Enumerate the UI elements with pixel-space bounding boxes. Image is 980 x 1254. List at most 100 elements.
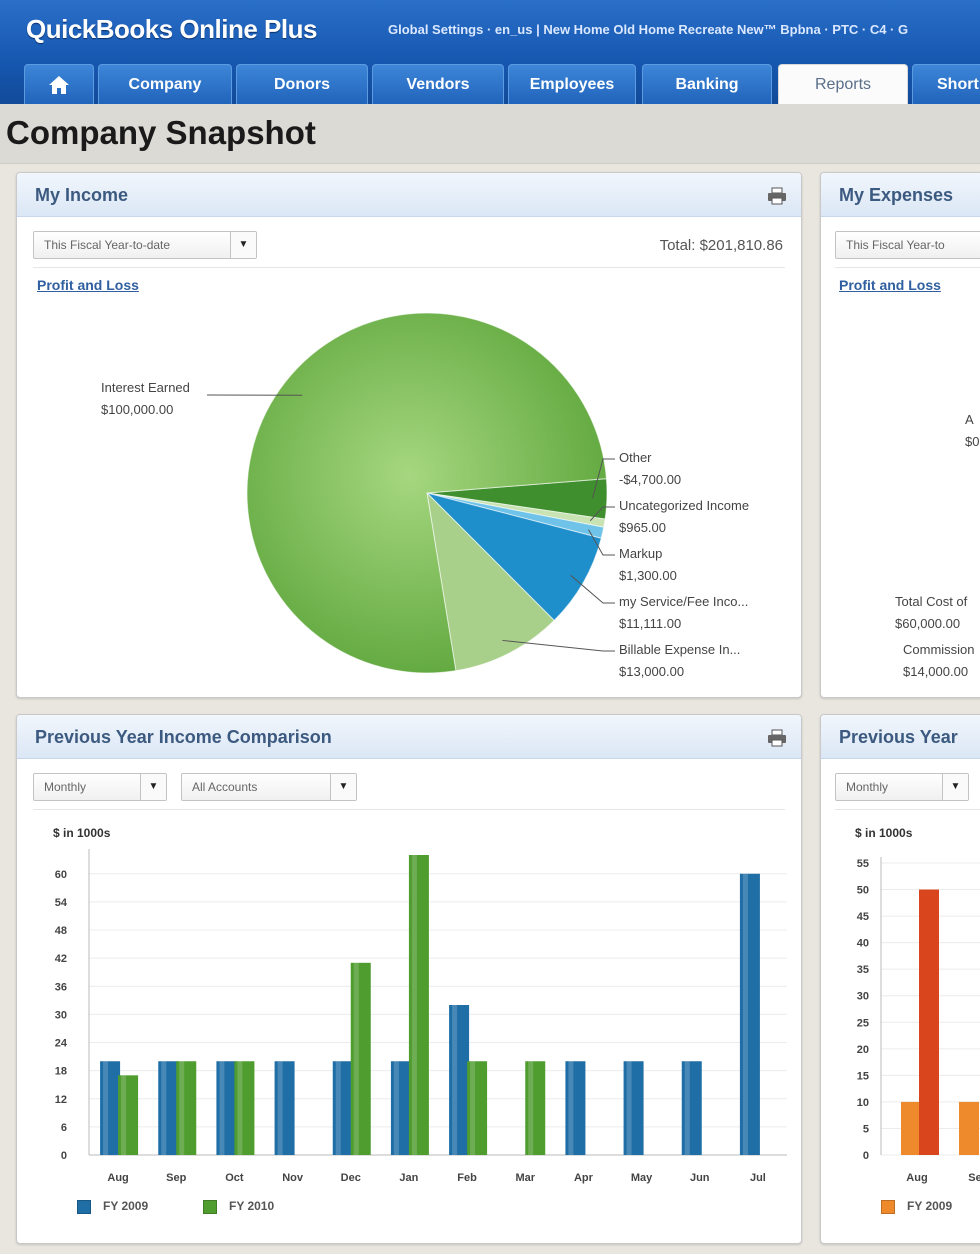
y-tick-label: 30 <box>857 991 869 1003</box>
tab-vendors[interactable]: Vendors <box>372 64 504 104</box>
print-icon[interactable] <box>767 729 787 747</box>
previous-year-chart-right: $ in 1000s 0 5 10 15 20 25 30 35 40 45 50 55 Aug Se <box>855 826 980 1184</box>
y-tick-label: 6 <box>61 1122 67 1134</box>
x-tick-label: Jul <box>750 1172 766 1184</box>
bar-highlight <box>393 1061 399 1155</box>
bar-fy-2010-jan <box>408 855 429 1155</box>
tab-donors[interactable]: Donors <box>236 64 368 104</box>
panel-title: Previous Year <box>839 727 958 747</box>
y-tick-label: 20 <box>857 1044 869 1056</box>
bar-fy-2010-feb <box>467 1061 488 1155</box>
y-tick-label: 36 <box>55 981 67 993</box>
right-period-value: Monthly <box>846 780 889 794</box>
y-tick-label: 0 <box>61 1150 67 1162</box>
panel-header: My Income <box>17 173 801 217</box>
my-expenses-panel: My Expenses This Fiscal Year-to Profit a… <box>820 172 980 698</box>
tab-company[interactable]: Company <box>98 64 232 104</box>
pie-leader-line <box>588 529 615 556</box>
x-tick-label: Oct <box>225 1172 244 1184</box>
bar-fy-2009-jan <box>390 1061 411 1155</box>
chevron-down-icon: ▼ <box>230 232 256 258</box>
pie-slice <box>426 492 606 528</box>
bar-highlight <box>626 1061 632 1155</box>
legend-swatch <box>881 1199 895 1214</box>
chevron-down-icon: ▼ <box>942 774 968 800</box>
comparison-period-select[interactable]: Monthly ▼ <box>33 773 167 801</box>
tab-employees[interactable]: Employees <box>508 64 636 104</box>
bar-highlight <box>470 1061 476 1155</box>
pie-leader-line <box>570 574 615 604</box>
bar-highlight <box>103 1061 109 1155</box>
y-tick-label: 40 <box>857 938 869 950</box>
bar-fy-2010-mar <box>525 1061 546 1155</box>
tab-reports[interactable]: Reports <box>778 64 908 104</box>
divider <box>835 809 980 810</box>
y-tick-label: 45 <box>857 911 869 923</box>
panel-header: Previous Year Income Comparison <box>17 715 801 759</box>
bar-right-se-0 <box>959 1101 979 1155</box>
top-links[interactable]: Global Settings · en_us | New Home Old H… <box>388 22 909 37</box>
pie-label-other: Other -$4,700.00 <box>619 450 682 487</box>
my-income-panel: My Income This Fiscal Year-to-date ▼ Tot… <box>16 172 802 698</box>
bar-right-aug-1 <box>919 889 939 1155</box>
y-tick-label: 48 <box>55 925 67 937</box>
main-nav-tabs: Company Donors Vendors Employees Banking… <box>24 64 980 104</box>
y-tick-label: 12 <box>55 1094 67 1106</box>
x-tick-label: Nov <box>282 1172 304 1184</box>
income-period-select[interactable]: This Fiscal Year-to-date ▼ <box>33 231 257 259</box>
bar-fy-2010-oct <box>234 1061 255 1155</box>
x-tick-label: Apr <box>574 1172 594 1184</box>
bar-highlight <box>121 1075 127 1155</box>
bar-highlight <box>452 1005 458 1155</box>
app-header: QuickBooks Online Plus Global Settings ·… <box>0 0 980 104</box>
pie-leader-line <box>592 458 615 499</box>
panel-header: My Expenses <box>821 173 980 217</box>
income-comparison-chart: $ in 1000s 0 6 12 18 24 30 36 42 48 54 60 Aug Sep Oct N… <box>53 826 787 1184</box>
right-period-select[interactable]: Monthly ▼ <box>835 773 969 801</box>
bar-fy-2009-jul <box>739 873 760 1155</box>
expense-label-total-cost: Total Cost of $60,000.00 <box>895 594 968 631</box>
y-tick-label: 54 <box>55 897 68 909</box>
tab-home[interactable] <box>24 64 94 104</box>
x-tick-label: Dec <box>341 1172 361 1184</box>
print-icon[interactable] <box>767 187 787 205</box>
x-tick-label: Jun <box>690 1172 710 1184</box>
y-tick-label: 60 <box>55 869 67 881</box>
bar-fy-2010-sep <box>176 1061 197 1155</box>
expenses-period-select[interactable]: This Fiscal Year-to <box>835 231 980 259</box>
divider <box>835 267 980 268</box>
legend-fy-2010: FY 2010 <box>203 1199 274 1214</box>
tab-shortcuts[interactable]: Short <box>912 64 980 104</box>
panel-title: My Income <box>35 185 129 205</box>
y-tick-label: 30 <box>55 1009 67 1021</box>
income-period-value: This Fiscal Year-to-date <box>44 238 171 252</box>
x-tick-label: Aug <box>107 1172 128 1184</box>
bar-fy-2009-may <box>623 1061 644 1155</box>
comparison-accounts-value: All Accounts <box>192 780 258 794</box>
bar-highlight <box>179 1061 185 1155</box>
pie-label-interest-earned: Interest Earned $100,000.00 <box>101 380 190 417</box>
bar-highlight <box>219 1061 225 1155</box>
y-tick-label: 35 <box>857 964 869 976</box>
x-tick-label: Sep <box>166 1172 186 1184</box>
divider <box>33 809 785 810</box>
comparison-accounts-select[interactable]: All Accounts ▼ <box>181 773 357 801</box>
legend-fy-2009: FY 2009 <box>881 1199 952 1214</box>
pie-label-markup: Markup $1,300.00 <box>619 546 677 583</box>
bar-highlight <box>335 1061 341 1155</box>
y-tick-label: 18 <box>55 1066 67 1078</box>
pie-slice <box>425 492 602 622</box>
pie-slice <box>426 491 555 672</box>
profit-and-loss-link[interactable]: Profit and Loss <box>37 277 139 293</box>
bar-fy-2009-sep <box>158 1061 179 1155</box>
pie-label-billable-expense: Billable Expense In... $13,000.00 <box>619 642 741 679</box>
axis-unit-label: $ in 1000s <box>53 826 111 840</box>
bar-highlight <box>277 1061 283 1155</box>
expense-label-commission: Commission $14,000.00 <box>903 642 975 679</box>
tab-banking[interactable]: Banking <box>642 64 772 104</box>
bar-fy-2010-aug <box>118 1075 139 1155</box>
pie-leader-line <box>589 506 615 522</box>
bar-highlight <box>528 1061 534 1155</box>
x-tick-label: Se <box>968 1172 980 1184</box>
profit-and-loss-link[interactable]: Profit and Loss <box>839 277 941 293</box>
